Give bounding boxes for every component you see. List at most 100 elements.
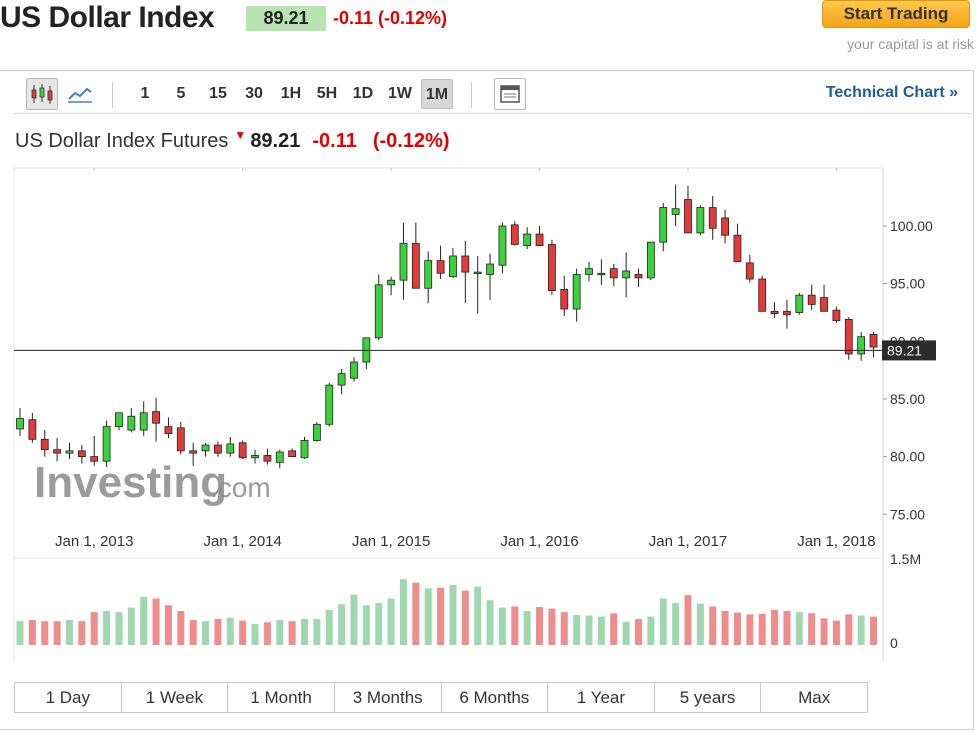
candle-body bbox=[820, 297, 828, 312]
candle-body bbox=[399, 242, 408, 281]
interval-1w[interactable]: 1W bbox=[388, 85, 412, 102]
window-icon[interactable] bbox=[494, 78, 526, 110]
candle-body bbox=[844, 318, 853, 355]
volume-bar bbox=[746, 614, 754, 645]
candle-body bbox=[498, 225, 507, 266]
volume-bar bbox=[226, 617, 234, 645]
instrument-change: -0.11 bbox=[312, 130, 357, 152]
candle-body bbox=[139, 412, 148, 431]
risk-note: your capital is at risk bbox=[847, 36, 974, 52]
start-trading-button[interactable]: Start Trading bbox=[822, 0, 970, 28]
y-tick-label: 80.00 bbox=[890, 449, 925, 465]
y-tick-label: 85.00 bbox=[890, 391, 925, 407]
interval-5[interactable]: 5 bbox=[176, 85, 186, 102]
volume-bar bbox=[412, 582, 420, 645]
volume-bar bbox=[461, 590, 469, 645]
technical-chart-link[interactable]: Technical Chart » bbox=[826, 84, 958, 102]
volume-bar bbox=[350, 594, 358, 645]
x-tick-label: Jan 1, 2016 bbox=[500, 533, 578, 550]
candle-body bbox=[449, 255, 457, 278]
candle-body bbox=[523, 233, 532, 247]
volume-bar bbox=[709, 606, 717, 645]
volume-bar bbox=[437, 587, 445, 645]
y-tick-label: 100.00 bbox=[890, 218, 933, 234]
volume-bar bbox=[90, 612, 98, 645]
candle-body bbox=[53, 449, 62, 454]
candle-body bbox=[585, 268, 593, 275]
range-6-months[interactable]: 6 Months bbox=[442, 683, 549, 712]
candle-body bbox=[251, 455, 259, 459]
candlestick-icon[interactable] bbox=[26, 78, 58, 110]
candle-body bbox=[411, 242, 420, 289]
volume-bar bbox=[474, 586, 482, 645]
range-5-years[interactable]: 5 years bbox=[655, 683, 762, 712]
candle-body bbox=[77, 450, 86, 457]
interval-1[interactable]: 1 bbox=[140, 85, 150, 102]
interval-1h[interactable]: 1H bbox=[280, 85, 302, 102]
range-1-month[interactable]: 1 Month bbox=[228, 683, 335, 712]
volume-bar bbox=[127, 607, 135, 645]
volume-bar bbox=[573, 614, 581, 645]
interval-30[interactable]: 30 bbox=[245, 85, 263, 102]
volume-bar bbox=[16, 621, 24, 645]
volume-bar bbox=[251, 624, 259, 645]
candle-body bbox=[201, 444, 210, 452]
candle-body bbox=[535, 233, 544, 247]
range-max[interactable]: Max bbox=[798, 688, 831, 707]
volume-bar bbox=[610, 613, 618, 645]
volume-bar bbox=[857, 615, 865, 645]
volume-bar bbox=[733, 612, 741, 645]
line-chart-icon[interactable] bbox=[64, 78, 96, 110]
header-price-badge: 89.21 bbox=[246, 6, 326, 31]
candle-body bbox=[115, 412, 123, 428]
volume-bar bbox=[832, 620, 840, 645]
candle-body bbox=[214, 444, 222, 454]
volume-bar bbox=[313, 618, 321, 645]
candle-body bbox=[300, 440, 309, 459]
instrument-price: 89.21 bbox=[250, 130, 301, 152]
range-1-year[interactable]: 1 Year bbox=[548, 683, 655, 712]
candle-body bbox=[572, 274, 581, 310]
candle-body bbox=[164, 426, 173, 434]
candle-body bbox=[745, 262, 754, 280]
candle-body bbox=[436, 260, 445, 274]
watermark-logo: Investing bbox=[34, 458, 227, 507]
volume-bar bbox=[684, 595, 692, 645]
volume-bar bbox=[53, 621, 61, 645]
volume-bar bbox=[536, 607, 544, 645]
technical-chart-label: Technical Chart bbox=[825, 84, 945, 101]
volume-bar bbox=[635, 618, 642, 645]
candle-body bbox=[288, 450, 297, 457]
candle-body bbox=[28, 419, 37, 440]
volume-bar bbox=[548, 608, 556, 645]
volume-bar bbox=[486, 600, 494, 645]
candle-body bbox=[560, 289, 569, 310]
candle-body bbox=[312, 423, 321, 441]
interval-5h[interactable]: 5H bbox=[316, 85, 338, 102]
volume-bar bbox=[28, 620, 36, 645]
volume-bar bbox=[672, 603, 680, 645]
interval-1d[interactable]: 1D bbox=[352, 85, 374, 102]
volume-bar bbox=[263, 622, 271, 645]
candle-body bbox=[374, 284, 383, 339]
interval-1m[interactable]: 1M bbox=[421, 79, 453, 109]
candle-body bbox=[548, 244, 556, 291]
range-1-day[interactable]: 1 Day bbox=[15, 683, 122, 712]
range-3-months[interactable]: 3 Months bbox=[335, 683, 442, 712]
candle-body bbox=[857, 336, 866, 355]
volume-bar bbox=[870, 616, 878, 645]
candle-body bbox=[510, 224, 519, 245]
volume-bar bbox=[152, 598, 160, 645]
volume-bar bbox=[375, 603, 383, 645]
volume-bar bbox=[597, 616, 605, 645]
interval-15[interactable]: 15 bbox=[209, 85, 227, 102]
candle-body bbox=[646, 241, 655, 279]
range-1-week[interactable]: 1 Week bbox=[122, 683, 229, 712]
candle-body bbox=[473, 271, 482, 275]
down-arrow-icon: ▼ bbox=[234, 128, 247, 142]
volume-bar bbox=[498, 607, 506, 645]
candle-body bbox=[337, 373, 346, 386]
instrument-change-pct: (-0.12%) bbox=[372, 130, 450, 152]
volume-bar bbox=[399, 579, 407, 645]
